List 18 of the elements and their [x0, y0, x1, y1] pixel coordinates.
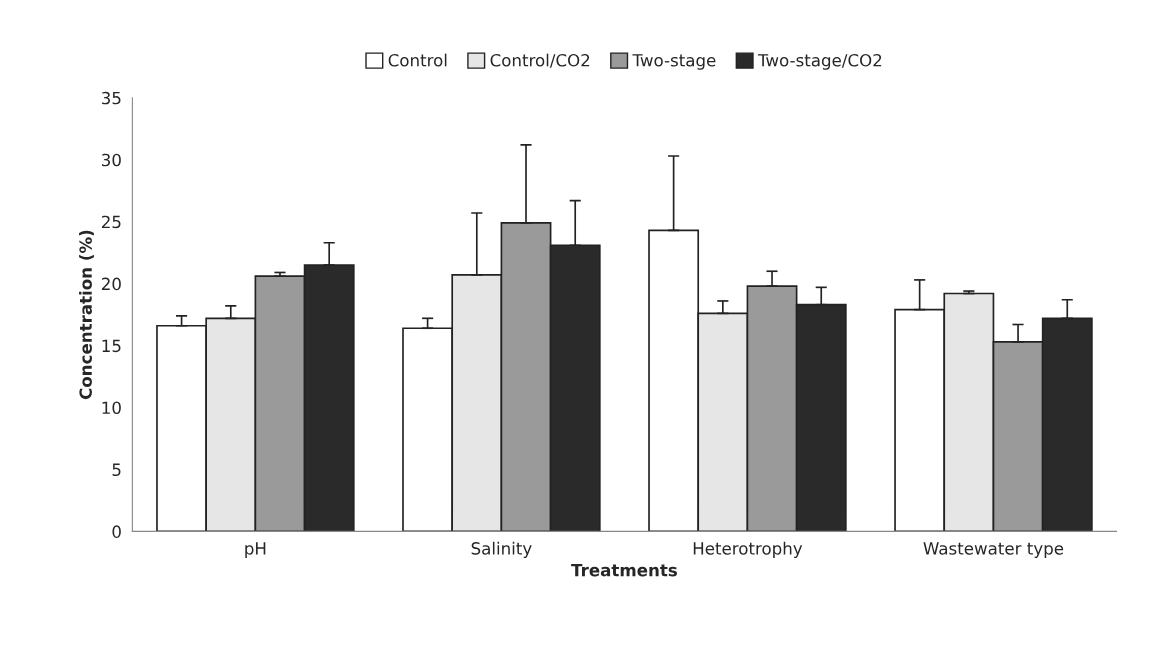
legend-label: Control [388, 53, 447, 67]
y-tick-label: 25 [101, 215, 121, 229]
x-tick-label: pH [245, 542, 266, 558]
y-tick-label: 35 [102, 91, 121, 105]
x-axis-title: Treatments [571, 564, 677, 577]
y-axis-title: Concentration (%) [79, 230, 94, 400]
x-tick-label: Salinity [471, 541, 532, 558]
y-tick-label: 5 [112, 463, 121, 477]
y-tick-label: 10 [102, 401, 121, 415]
x-tick-label: Heterotrophy [693, 541, 803, 558]
y-tick-label: 30 [102, 153, 121, 167]
legend-label: Two-stage [632, 54, 716, 70]
y-tick-label: 15 [102, 339, 121, 353]
legend-label: Two-stage/CO2 [757, 53, 882, 70]
y-tick-label: 0 [112, 525, 121, 538]
y-tick-label: 20 [101, 277, 121, 291]
x-tick-label: Wastewater type [923, 542, 1064, 558]
legend-label: Control/CO2 [490, 53, 590, 68]
